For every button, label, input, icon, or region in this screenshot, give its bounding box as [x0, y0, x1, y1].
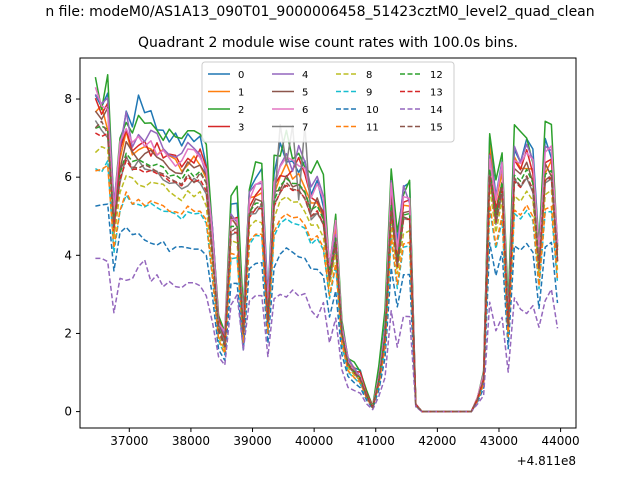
- series-line-11: [95, 164, 559, 413]
- legend-label-10: 10: [366, 105, 379, 116]
- legend-label-15: 15: [430, 123, 443, 134]
- series-line-6: [94, 87, 559, 413]
- x-tick-label: 42000: [418, 434, 456, 448]
- legend-label-2: 2: [238, 105, 244, 116]
- x-tick-label: 37000: [110, 434, 148, 448]
- y-tick-label: 4: [64, 248, 72, 262]
- y-tick-label: 0: [64, 405, 72, 419]
- x-offset-label: +4.811e8: [517, 454, 576, 468]
- x-tick-label: 38000: [172, 434, 210, 448]
- series-layer: [94, 74, 559, 413]
- x-tick-label: 40000: [295, 434, 333, 448]
- legend-label-3: 3: [238, 123, 244, 134]
- y-tick-label: 2: [64, 326, 72, 340]
- y-tick-label: 8: [64, 92, 72, 106]
- series-line-9: [95, 160, 559, 413]
- legend-label-4: 4: [302, 70, 308, 81]
- figure-suptitle: n file: modeM0/AS1A13_090T01_9000006458_…: [45, 4, 595, 20]
- legend-label-12: 12: [430, 70, 443, 81]
- legend-label-11: 11: [366, 123, 379, 134]
- legend-label-0: 0: [238, 70, 244, 81]
- chart-title: Quadrant 2 module wise count rates with …: [138, 35, 518, 51]
- y-tick-label: 6: [64, 170, 72, 184]
- axes-layer: 37000 38000 39000 40000 41000 42000 43000 44000…: [64, 92, 579, 468]
- legend-label-8: 8: [366, 70, 372, 81]
- legend-box: [201, 61, 455, 143]
- x-tick-label: 43000: [480, 434, 518, 448]
- legend-label-6: 6: [302, 105, 308, 116]
- series-line-10: [95, 203, 559, 413]
- x-tick-label: 39000: [233, 434, 271, 448]
- x-tick-label: 41000: [357, 434, 395, 448]
- x-tick-label: 44000: [542, 434, 580, 448]
- legend-label-13: 13: [430, 88, 443, 99]
- legend-label-7: 7: [302, 123, 308, 134]
- legend-label-9: 9: [366, 88, 372, 99]
- legend-label-5: 5: [302, 88, 308, 99]
- legend-label-14: 14: [430, 105, 443, 116]
- series-line-14: [95, 257, 559, 413]
- legend-label-1: 1: [238, 88, 244, 99]
- series-line-15: [94, 120, 559, 413]
- plot-frame: [79, 57, 577, 429]
